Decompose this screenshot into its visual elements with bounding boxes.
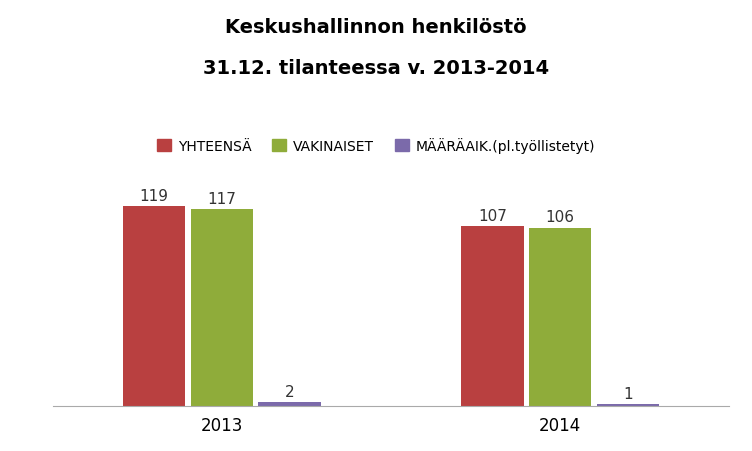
Legend: YHTEENSÄ, VAKINAISET, MÄÄRÄAIK.(pl.työllistetyt): YHTEENSÄ, VAKINAISET, MÄÄRÄAIK.(pl.työll… [153,133,599,157]
Text: 107: 107 [478,208,507,223]
Text: 1: 1 [623,386,632,401]
Bar [191,210,253,406]
Bar [259,403,320,406]
Text: 31.12. tilanteessa v. 2013-2014: 31.12. tilanteessa v. 2013-2014 [203,59,549,78]
Bar [529,228,591,406]
Text: Keskushallinnon henkilöstö: Keskushallinnon henkilöstö [225,18,527,37]
Bar [462,227,523,406]
Text: 2: 2 [285,384,294,399]
Bar [123,207,185,406]
Text: 119: 119 [140,188,168,203]
Bar [597,404,659,406]
Text: 117: 117 [208,192,236,207]
Text: 106: 106 [546,210,575,225]
